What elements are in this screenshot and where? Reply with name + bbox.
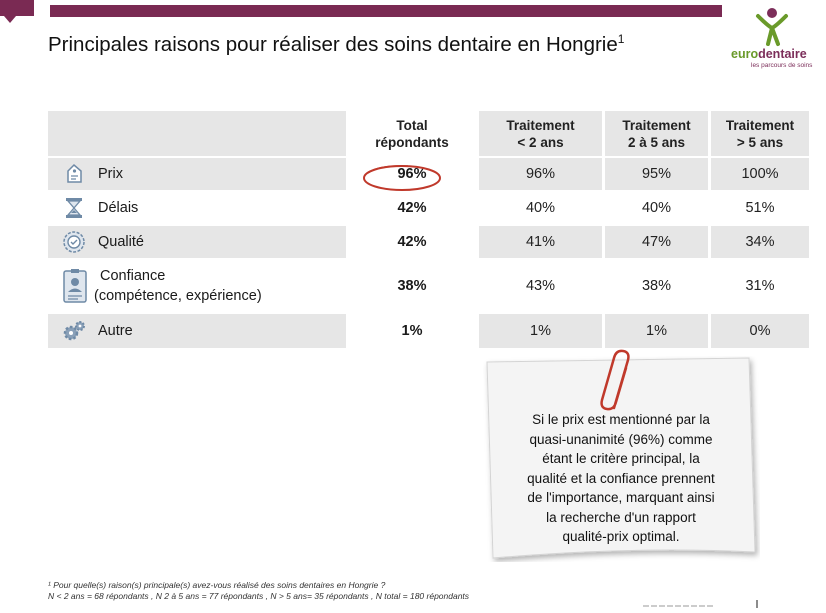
value-2to5: 95% [605,158,708,190]
note-text: Si le prix est mentionné par la quasi-un… [527,412,715,544]
value-total: 42% [348,226,476,258]
table-row: Confiance (compétence, expérience) 38% 4… [48,260,809,312]
footer-fragment [641,595,761,608]
value-2to5: 38% [605,260,708,312]
header-empty-cell [48,111,346,156]
value-lt2: 1% [479,314,602,348]
row-label: Prix [98,166,123,182]
value-gt5: 100% [711,158,809,190]
value-lt2: 43% [479,260,602,312]
column-header-2to5: Traitement 2 à 5 ans [605,111,708,156]
quality-seal-icon [62,230,86,254]
sticky-note [483,356,760,562]
row-label: Délais [98,200,139,216]
footnote-question: ¹ Pour quelle(s) raison(s) principale(s)… [48,580,386,590]
value-gt5: 31% [711,260,809,312]
value-total: 42% [348,192,476,224]
row-label: Confiance (compétence, expérience) [94,268,262,304]
row-label: Autre [98,323,133,339]
column-header-lt2: Traitement < 2 ans [479,111,602,156]
column-header-gt5: Traitement > 5 ans [711,111,809,156]
value-total: 1% [348,314,476,348]
value-2to5: 40% [605,192,708,224]
logo-name: eurodentaire [731,47,807,61]
value-lt2: 41% [479,226,602,258]
value-lt2: 40% [479,192,602,224]
corner-tab-decoration [0,0,34,24]
accent-bar [50,5,722,17]
value-gt5: 34% [711,226,809,258]
row-label: Qualité [98,234,144,250]
value-2to5: 1% [605,314,708,348]
value-gt5: 51% [711,192,809,224]
value-2to5: 47% [605,226,708,258]
gears-icon [62,319,86,343]
id-badge-icon [62,268,88,304]
value-total: 38% [348,260,476,312]
price-tag-icon [62,162,86,186]
column-header-total: Total répondants [348,111,476,156]
logo-tagline: les parcours de soins [751,62,813,69]
page-title: Principales raisons pour réaliser des so… [48,32,625,56]
value-lt2: 96% [479,158,602,190]
highlight-circle [358,163,448,193]
footnote-sample-sizes: N < 2 ans = 68 répondants , N 2 à 5 ans … [48,591,470,601]
table-row: Qualité 42% 41% 47% 34% [48,226,809,258]
paperclip-icon [596,348,640,418]
table-row: Autre 1% 1% 1% 0% [48,314,809,348]
table-row: Délais 42% 40% 40% 51% [48,192,809,224]
eurodentaire-logo [728,4,818,74]
hourglass-icon [62,196,86,220]
value-gt5: 0% [711,314,809,348]
table-header-row: Total répondants Traitement < 2 ans Traite… [48,111,809,156]
